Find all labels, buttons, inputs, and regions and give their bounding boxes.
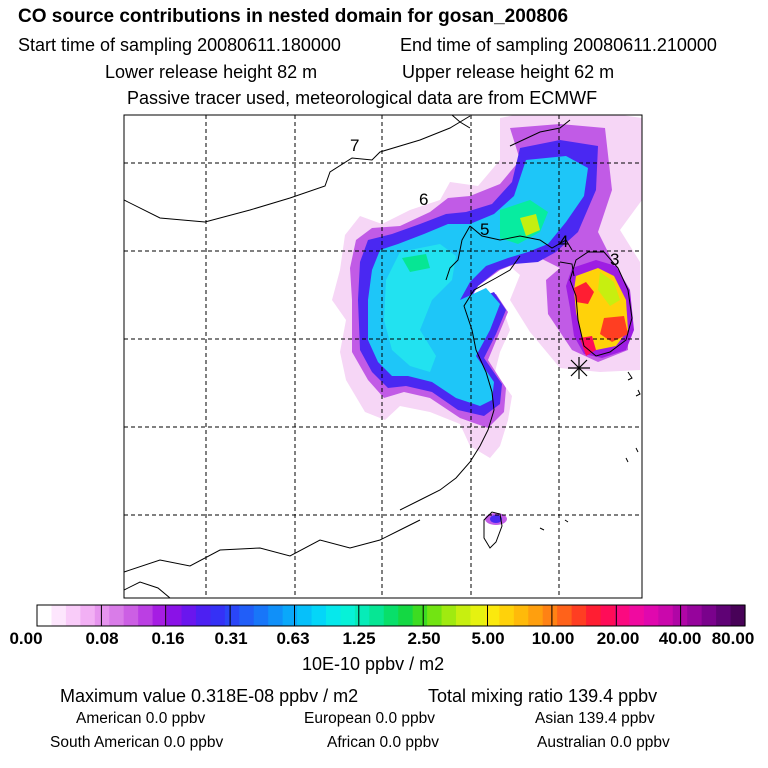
colorbar-frame <box>36 604 746 627</box>
release-upper: Upper release height 62 m <box>402 62 615 82</box>
colorbar-cell <box>643 605 659 626</box>
colorbar-tick: 20.00 <box>596 629 640 648</box>
colorbar-tick: 10.00 <box>531 629 575 648</box>
sampling-start: Start time of sampling 20080611.180000 <box>18 35 341 55</box>
region-label: 6 <box>419 190 428 209</box>
colorbar-cell <box>600 605 616 626</box>
colorbar-cell <box>253 605 269 626</box>
lat-lon-grid <box>124 115 642 598</box>
colorbar-cell <box>484 605 500 626</box>
colorbar-cell <box>297 605 313 626</box>
european-contribution: European 0.0 ppbv <box>304 710 435 727</box>
colorbar-tick: 80.00 <box>711 629 755 648</box>
colorbar-cell <box>542 605 558 626</box>
colorbar-tick: 0.31 <box>214 629 248 648</box>
african-contribution: African 0.0 ppbv <box>327 734 440 751</box>
colorbar-cell <box>557 605 573 626</box>
colorbar-tick: 2.50 <box>407 629 441 648</box>
colorbar-tick: 5.00 <box>471 629 505 648</box>
colorbar-cell <box>282 605 298 626</box>
concentration-field <box>332 115 642 525</box>
tracer-note: Passive tracer used, meteorological data… <box>127 88 598 108</box>
colorbar-cell <box>513 605 529 626</box>
colorbar-tick: 40.00 <box>658 629 702 648</box>
colorbar-cell <box>224 605 240 626</box>
colorbar-cell <box>152 605 168 626</box>
colorbar-cell <box>730 605 746 626</box>
colorbar-cell <box>441 605 457 626</box>
colorbar-cell <box>412 605 428 626</box>
total-mixing-ratio: Total mixing ratio 139.4 ppbv <box>428 686 658 706</box>
australian-contribution: Australian 0.0 ppbv <box>537 734 670 751</box>
colorbar-cell <box>109 605 125 626</box>
max-value: Maximum value 0.318E-08 ppbv / m2 <box>60 686 359 706</box>
release-lower: Lower release height 82 m <box>105 62 318 82</box>
colorbar-cell <box>167 605 183 626</box>
colorbar-cell <box>369 605 385 626</box>
american-contribution: American 0.0 ppbv <box>76 710 206 727</box>
colorbar-cell <box>239 605 255 626</box>
asian-contribution: Asian 139.4 ppbv <box>535 710 655 727</box>
colorbar-cell <box>586 605 602 626</box>
colorbar-cell <box>571 605 587 626</box>
colorbar-cell <box>701 605 717 626</box>
colorbar <box>37 605 746 626</box>
colorbar-cell <box>51 605 67 626</box>
colorbar-cell <box>65 605 81 626</box>
map-frame <box>123 114 643 599</box>
colorbar-cell <box>716 605 732 626</box>
colorbar-cell <box>311 605 327 626</box>
colorbar-cell <box>687 605 703 626</box>
colorbar-cell <box>181 605 197 626</box>
colorbar-cell <box>383 605 399 626</box>
colorbar-cell <box>470 605 486 626</box>
colorbar-cell <box>268 605 284 626</box>
colorbar-tick: 0.16 <box>151 629 185 648</box>
colorbar-cell <box>427 605 443 626</box>
colorbar-tick: 1.25 <box>342 629 376 648</box>
colorbar-cell <box>629 605 645 626</box>
colorbar-cell <box>456 605 472 626</box>
colorbar-cell <box>210 605 226 626</box>
colorbar-cell <box>80 605 96 626</box>
region-label: 7 <box>350 136 359 155</box>
coastlines <box>124 115 641 598</box>
colorbar-cell <box>499 605 515 626</box>
colorbar-cell <box>37 605 53 626</box>
colorbar-tick: 0.00 <box>9 629 43 648</box>
colorbar-cell <box>340 605 356 626</box>
receptor-marker-icon <box>568 357 590 379</box>
colorbar-unit: 10E-10 ppbv / m2 <box>302 654 445 674</box>
region-label: 3 <box>610 250 619 269</box>
colorbar-cell <box>94 605 110 626</box>
region-label: 5 <box>480 220 489 239</box>
colorbar-cell <box>398 605 414 626</box>
region-label: 4 <box>559 232 568 251</box>
colorbar-cell <box>658 605 674 626</box>
sampling-end: End time of sampling 20080611.210000 <box>400 35 717 55</box>
colorbar-tick: 0.63 <box>276 629 310 648</box>
colorbar-cell <box>354 605 370 626</box>
colorbar-cell <box>123 605 139 626</box>
colorbar-tick: 0.08 <box>85 629 119 648</box>
colorbar-cell <box>195 605 211 626</box>
colorbar-cell <box>325 605 342 626</box>
colorbar-cell <box>528 605 544 626</box>
map-title: CO source contributions in nested domain… <box>18 6 569 27</box>
colorbar-cell <box>138 605 154 626</box>
south-american-contribution: South American 0.0 ppbv <box>50 734 224 751</box>
colorbar-cell <box>614 605 631 626</box>
